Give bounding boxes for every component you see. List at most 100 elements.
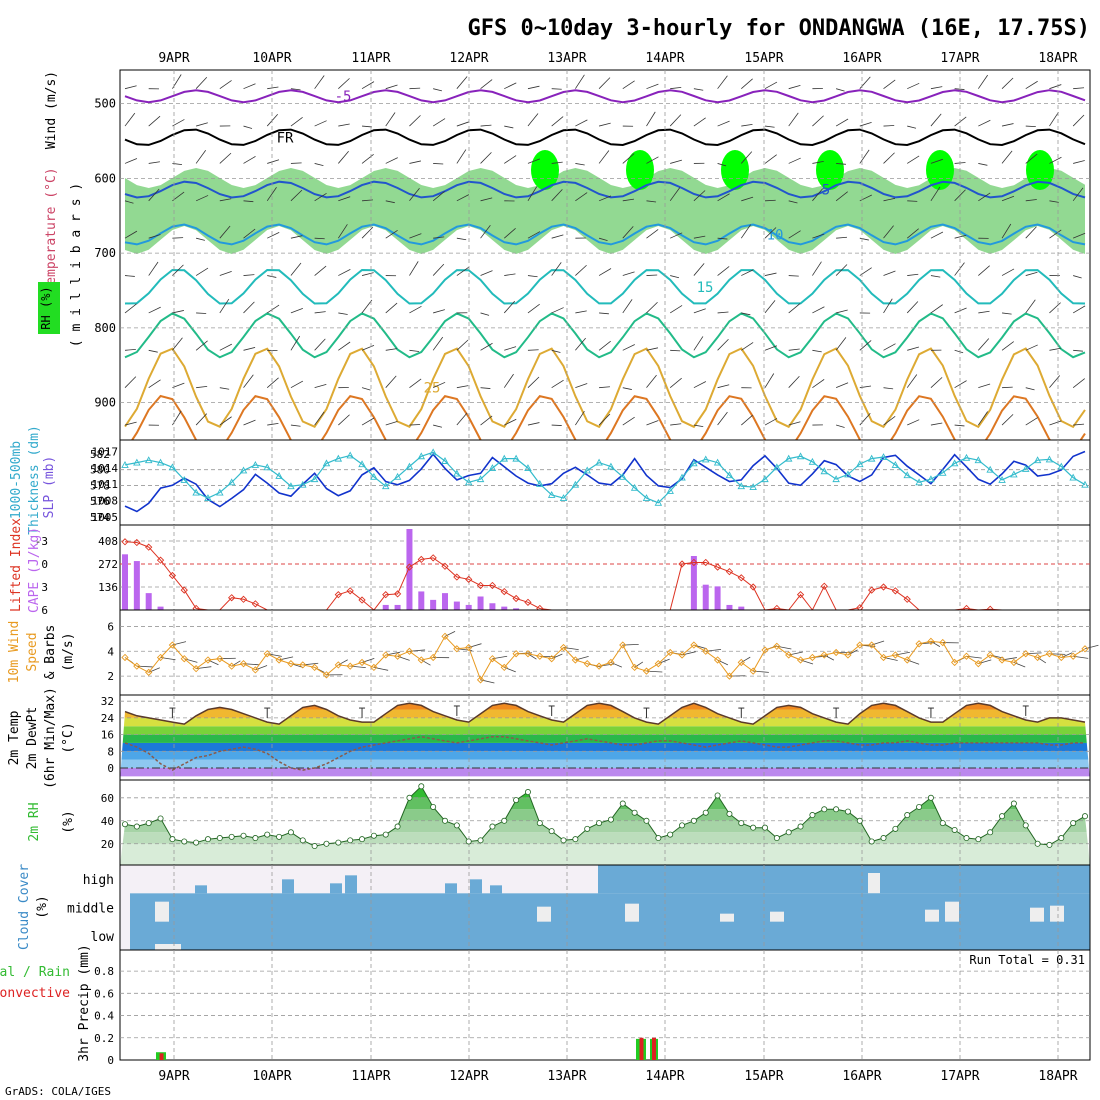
isotherm-label: 5 [822, 183, 830, 199]
wind-barb [622, 198, 635, 202]
run-total-label: Run Total = 0.31 [969, 953, 1085, 967]
date-label-top: 9APR [158, 51, 189, 66]
rh-point [406, 794, 413, 801]
wind-barb-10m [634, 661, 644, 668]
wind-barb [503, 373, 514, 388]
thickness-point [192, 488, 200, 496]
wind-barb [172, 119, 185, 127]
wind-barb [1025, 271, 1038, 276]
wind-barb [148, 188, 160, 202]
wind-barb [456, 237, 467, 241]
wind-barb [124, 275, 135, 277]
wind-speed-point [500, 663, 508, 672]
rh-point [999, 813, 1006, 820]
thickness-point [156, 458, 165, 466]
wind-barb [527, 376, 540, 388]
wind-barb [1073, 423, 1085, 426]
wind-barb [362, 199, 373, 202]
wind-speed-point [121, 653, 129, 662]
lifted-index-point [239, 595, 248, 603]
wind-barb [622, 387, 632, 390]
lifted-tick-label: 3 [41, 581, 48, 594]
thickness-point [488, 464, 497, 472]
wind-speed-point [571, 656, 580, 664]
wind-barb [504, 346, 517, 351]
wind-barb [195, 149, 207, 164]
wind-barb [480, 225, 491, 239]
cape-bar [394, 604, 401, 610]
wind-barb [456, 266, 469, 276]
wind-barb [741, 196, 754, 202]
lifted-index-point [405, 563, 414, 571]
cloud-high-bar [330, 883, 342, 894]
wind-barb [978, 411, 988, 426]
wind-barb [954, 189, 966, 202]
wind-barb [551, 88, 562, 90]
wind-barb [835, 191, 848, 202]
rh-point [572, 836, 579, 843]
wind-barb [551, 116, 564, 127]
wind-barb [788, 348, 800, 351]
lifted-axis-title: Lifted Index [9, 518, 24, 612]
thickness-point [346, 451, 354, 459]
wind-barb [148, 234, 161, 239]
panel-bg [120, 950, 1090, 1060]
thickness-tick-label: 578 [90, 479, 110, 492]
thickness-point [583, 466, 591, 474]
rh-point [1034, 840, 1041, 847]
lifted-tick-label: 0 [41, 558, 48, 571]
rh-point [714, 792, 721, 799]
rh-point [1082, 813, 1089, 820]
wind-speed-point [986, 651, 994, 659]
thickness-point [808, 457, 817, 465]
wind-tick-label: 6 [107, 620, 114, 633]
precip-panel: Run Total = 0.31 0.8 0.6 0.4 0.2 0 [94, 949, 1091, 1067]
pressure-tick-label: 600 [94, 171, 116, 185]
wind-barb [740, 151, 753, 164]
thickness-line [124, 451, 1086, 504]
rh-point [157, 815, 164, 822]
wind-speed-point [180, 655, 188, 663]
rh-point [216, 835, 223, 842]
rh-point [311, 843, 318, 850]
wind-speed-point [548, 655, 556, 663]
wind-speed-point [310, 663, 319, 672]
cape-tick-label: 408 [98, 535, 118, 548]
slp-line [124, 450, 1086, 513]
wind-barb [693, 235, 706, 239]
wind-barb [314, 265, 327, 276]
rh-point [821, 806, 828, 813]
wind-tick-label: 4 [107, 645, 114, 658]
rh-point [536, 820, 543, 827]
lifted-tick-label: -3 [35, 535, 48, 548]
wind-barb [693, 88, 704, 91]
temp-tick-label: 16 [101, 729, 114, 742]
panel-bg [120, 525, 1090, 610]
wind-speed-point [287, 660, 295, 668]
wind-barb [693, 381, 707, 389]
cape-bar [418, 591, 425, 610]
wind-barb [930, 304, 943, 314]
rh-point [809, 812, 816, 819]
wind-barb [812, 233, 825, 239]
wind-barb [124, 421, 137, 426]
isotherm-20 [124, 312, 1086, 359]
wind-barb [361, 226, 374, 239]
wind-barb [243, 274, 255, 276]
cloud-high-bar [445, 883, 457, 894]
wind-barb [266, 377, 279, 388]
thickness-point [1033, 456, 1042, 464]
thickness-point [204, 494, 212, 502]
precip-tick-label: 0.8 [94, 965, 114, 978]
wind-barb [219, 152, 232, 164]
wind-barb [598, 237, 608, 242]
thickness-point [393, 472, 402, 480]
wind-barb [124, 303, 137, 314]
thickness-point [287, 482, 295, 490]
rh-point [430, 803, 437, 810]
cloud-high-bar [195, 885, 207, 894]
wind-barb [219, 343, 232, 351]
wind-barb [361, 299, 373, 314]
cape-bar [513, 608, 520, 610]
precip-convective-bar [159, 1053, 164, 1060]
